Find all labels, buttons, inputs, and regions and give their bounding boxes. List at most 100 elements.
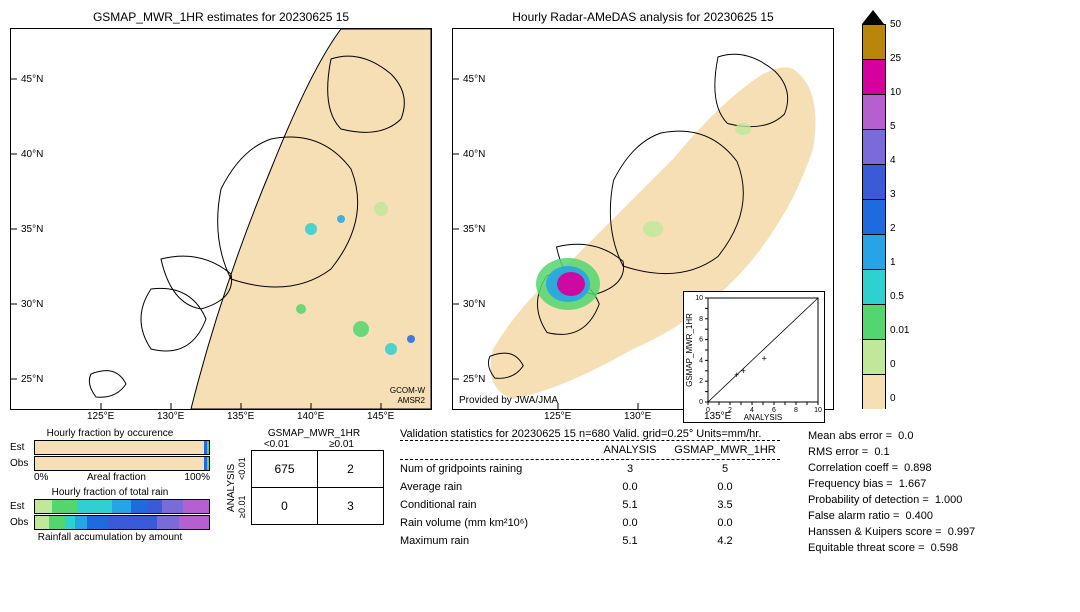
colorbar-label: 0.01 bbox=[890, 325, 909, 336]
svg-text:10: 10 bbox=[814, 407, 822, 414]
colorbar-label: 5 bbox=[890, 121, 896, 132]
svg-text:Provided by JWA/JMA: Provided by JWA/JMA bbox=[459, 395, 558, 406]
score-row: Probability of detection = 1.000 bbox=[808, 492, 975, 508]
score-row: Equitable threat score = 0.598 bbox=[808, 540, 975, 556]
ct-row-1: ≥0.01 bbox=[237, 488, 251, 525]
scatter-inset: 00224466881010+++++ANALYSISGSMAP_MWR_1HR bbox=[683, 291, 825, 423]
frac-row-label: Obs bbox=[10, 458, 34, 469]
colorbar-label: 4 bbox=[890, 155, 896, 166]
svg-text:ANALYSIS: ANALYSIS bbox=[744, 413, 783, 422]
left-map-panel: GSMAP_MWR_1HR estimates for 20230625 15 … bbox=[10, 10, 432, 410]
frac-axis-label: Areal fraction bbox=[87, 472, 146, 483]
scatter-svg: 00224466881010+++++ANALYSISGSMAP_MWR_1HR bbox=[684, 292, 824, 422]
fractions-title-2: Hourly fraction of total rain bbox=[10, 487, 210, 498]
validation-block: Validation statistics for 20230625 15 n=… bbox=[400, 428, 780, 556]
frac-row-label: Est bbox=[10, 442, 34, 453]
colorbar-cell bbox=[862, 94, 886, 129]
svg-text:30°N: 30°N bbox=[463, 299, 485, 310]
svg-text:40°N: 40°N bbox=[463, 149, 485, 160]
top-row: GSMAP_MWR_1HR estimates for 20230625 15 … bbox=[10, 10, 1070, 410]
frac-row-label: Est bbox=[10, 501, 34, 512]
fractions-title-1: Hourly fraction by occurence bbox=[10, 428, 210, 439]
frac-bar bbox=[34, 440, 210, 455]
validation-row: Num of gridpoints raining35 bbox=[400, 460, 780, 478]
right-map-panel: Hourly Radar-AMeDAS analysis for 2023062… bbox=[452, 10, 834, 410]
right-map-title: Hourly Radar-AMeDAS analysis for 2023062… bbox=[452, 10, 834, 24]
score-row: Correlation coeff = 0.898 bbox=[808, 460, 975, 476]
contingency-header: GSMAP_MWR_1HR bbox=[244, 428, 384, 439]
right-xtick: 135°E bbox=[704, 411, 731, 422]
left-map-svg: 45°N40°N35°N30°N25°NGCOM-WAMSR2 bbox=[11, 29, 431, 409]
svg-text:4: 4 bbox=[699, 357, 703, 364]
frac-axis-left: 0% bbox=[34, 472, 48, 483]
frac-axis-right: 100% bbox=[184, 472, 210, 483]
svg-text:10: 10 bbox=[695, 295, 703, 302]
svg-text:8: 8 bbox=[699, 316, 703, 323]
validation-row: Maximum rain5.14.2 bbox=[400, 532, 780, 550]
ct-cell-00: 675 bbox=[251, 450, 318, 488]
svg-text:35°N: 35°N bbox=[463, 224, 485, 235]
colorbar-cell bbox=[862, 374, 886, 409]
colorbar-cell bbox=[862, 269, 886, 304]
validation-row: Average rain0.00.0 bbox=[400, 478, 780, 496]
validation-row: Conditional rain5.13.5 bbox=[400, 496, 780, 514]
colorbar-arrow bbox=[862, 10, 884, 24]
colorbar: 502510543210.50.0100 bbox=[862, 10, 886, 410]
colorbar-cell bbox=[862, 199, 886, 234]
ct-cell-11: 3 bbox=[318, 488, 384, 525]
right-xtick: 130°E bbox=[624, 411, 651, 422]
left-map-title: GSMAP_MWR_1HR estimates for 20230625 15 bbox=[10, 10, 432, 24]
ct-col-1: ≥0.01 bbox=[309, 439, 374, 450]
frac-bar bbox=[34, 499, 210, 514]
svg-text:+: + bbox=[705, 397, 710, 407]
colorbar-cell bbox=[862, 339, 886, 374]
left-xtick: 145°E bbox=[367, 411, 394, 422]
left-map-box: 45°N40°N35°N30°N25°NGCOM-WAMSR2 125°E130… bbox=[10, 28, 432, 410]
left-xtick: 130°E bbox=[157, 411, 184, 422]
colorbar-label: 10 bbox=[890, 87, 901, 98]
scores-block: Mean abs error = 0.0RMS error = 0.1Corre… bbox=[808, 428, 975, 556]
contingency-block: GSMAP_MWR_1HR <0.01 ≥0.01 ANALYSIS <0.01… bbox=[226, 428, 384, 556]
right-map-box: 45°N40°N35°N30°N25°NProvided by JWA/JMA … bbox=[452, 28, 834, 410]
validation-col1: ANALYSIS bbox=[590, 444, 670, 456]
ct-row-axis: ANALYSIS bbox=[226, 450, 237, 525]
colorbar-label: 2 bbox=[890, 223, 896, 234]
fractions-bars-2: Est Obs bbox=[10, 499, 210, 530]
score-row: False alarm ratio = 0.400 bbox=[808, 508, 975, 524]
left-xtick: 135°E bbox=[227, 411, 254, 422]
score-row: Hanssen & Kuipers score = 0.997 bbox=[808, 524, 975, 540]
validation-rows: Num of gridpoints raining35Average rain0… bbox=[400, 460, 780, 550]
svg-text:+: + bbox=[761, 353, 766, 363]
svg-text:25°N: 25°N bbox=[463, 374, 485, 385]
colorbar-label: 0.5 bbox=[890, 291, 904, 302]
left-xtick: 140°E bbox=[297, 411, 324, 422]
frac-bar bbox=[34, 456, 210, 471]
svg-text:40°N: 40°N bbox=[21, 149, 43, 160]
right-xtick: 125°E bbox=[544, 411, 571, 422]
colorbar-cell bbox=[862, 164, 886, 199]
svg-text:45°N: 45°N bbox=[463, 74, 485, 85]
svg-text:6: 6 bbox=[699, 337, 703, 344]
validation-col2: GSMAP_MWR_1HR bbox=[670, 444, 780, 456]
colorbar-label: 25 bbox=[890, 53, 901, 64]
svg-text:AMSR2: AMSR2 bbox=[397, 396, 425, 405]
score-row: Mean abs error = 0.0 bbox=[808, 428, 975, 444]
left-xtick: 125°E bbox=[87, 411, 114, 422]
colorbar-label: 3 bbox=[890, 189, 896, 200]
ct-col-0: <0.01 bbox=[244, 439, 309, 450]
frac-row-label: Obs bbox=[10, 517, 34, 528]
svg-text:2: 2 bbox=[699, 378, 703, 385]
ct-cell-01: 2 bbox=[318, 450, 384, 488]
validation-row: Rain volume (mm km²10⁶)0.00.0 bbox=[400, 514, 780, 532]
svg-text:0: 0 bbox=[699, 399, 703, 406]
svg-text:8: 8 bbox=[794, 407, 798, 414]
frac-bar bbox=[34, 515, 210, 530]
svg-text:GCOM-W: GCOM-W bbox=[390, 386, 426, 395]
svg-text:30°N: 30°N bbox=[21, 299, 43, 310]
svg-text:GSMAP_MWR_1HR: GSMAP_MWR_1HR bbox=[685, 313, 694, 387]
score-row: Frequency bias = 1.667 bbox=[808, 476, 975, 492]
colorbar-label: 1 bbox=[890, 257, 896, 268]
bottom-row: Hourly fraction by occurence Est Obs 0% A… bbox=[10, 428, 1070, 556]
fractions-title-3: Rainfall accumulation by amount bbox=[10, 532, 210, 543]
colorbar-label: 0 bbox=[890, 359, 896, 370]
